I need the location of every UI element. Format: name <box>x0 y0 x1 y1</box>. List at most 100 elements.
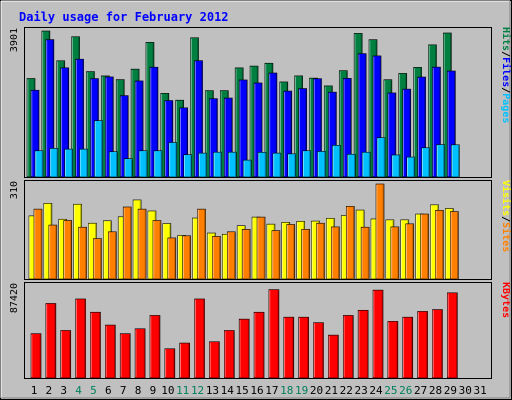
bar-pages-day-13 <box>213 151 222 178</box>
x-tick-label-day-3: 3 <box>60 384 67 397</box>
x-tick-label-day-25: 25 <box>384 384 397 397</box>
bar-pages-day-15 <box>242 159 252 178</box>
x-tick-label-day-27: 27 <box>414 384 427 397</box>
bar-sites-day-24 <box>375 183 385 280</box>
bar-kbytes-day-20 <box>313 322 324 379</box>
bar-kbytes-day-13 <box>209 341 220 379</box>
bar-sites-day-3 <box>63 220 73 280</box>
bar-sites-day-20 <box>316 222 325 280</box>
panel-legend: KBytes <box>500 282 511 318</box>
bar-kbytes-day-25 <box>387 321 399 379</box>
bar-pages-day-24 <box>376 137 386 178</box>
bar-pages-day-23 <box>361 151 371 178</box>
bar-sites-day-6 <box>108 231 117 280</box>
x-tick-label-day-17: 17 <box>265 384 278 397</box>
x-tick-label-day-12: 12 <box>191 384 204 397</box>
x-tick-label-day-31: 31 <box>473 384 486 397</box>
bar-pages-day-16 <box>257 152 267 178</box>
bar-sites-day-22 <box>345 206 355 280</box>
x-tick-label-day-24: 24 <box>369 384 383 397</box>
bar-sites-day-28 <box>435 210 444 280</box>
bar-pages-day-11 <box>183 154 192 178</box>
bar-sites-day-4 <box>78 226 87 280</box>
panel-visits-sites: 310 Visits/Sites <box>9 180 512 280</box>
x-tick-label-day-23: 23 <box>355 384 368 397</box>
x-tick-label-day-30: 30 <box>459 384 472 397</box>
x-tick-label-day-9: 9 <box>150 384 157 397</box>
x-tick-label-day-21: 21 <box>325 384 338 397</box>
legend-entry: KBytes <box>500 282 511 318</box>
bar-kbytes-day-14 <box>224 330 235 379</box>
bar-sites-day-12 <box>197 208 206 280</box>
x-tick-label-day-6: 6 <box>105 384 112 397</box>
panel-kbytes: 87420 KBytes <box>9 282 511 379</box>
bar-sites-day-17 <box>271 230 281 280</box>
bar-pages-day-17 <box>272 152 282 178</box>
y-axis-max-label: 310 <box>9 181 20 199</box>
bar-kbytes-day-28 <box>432 309 443 379</box>
bar-kbytes-day-4 <box>75 298 86 379</box>
bar-kbytes-day-27 <box>417 311 428 379</box>
y-axis-max-label: 87420 <box>9 283 20 313</box>
series-pages <box>34 120 460 178</box>
x-tick-label-day-8: 8 <box>135 384 142 397</box>
bar-pages-day-4 <box>79 148 88 178</box>
bar-kbytes-day-21 <box>328 334 339 379</box>
bar-sites-day-8 <box>137 208 147 280</box>
bar-sites-day-1 <box>33 208 43 280</box>
x-tick-label-day-18: 18 <box>280 384 293 397</box>
bar-sites-day-21 <box>331 226 340 280</box>
x-tick-label-day-26: 26 <box>399 384 412 397</box>
legend-entry: Hits <box>500 27 512 51</box>
x-tick-label-day-5: 5 <box>90 384 97 397</box>
bar-kbytes-day-11 <box>179 342 190 379</box>
bar-kbytes-day-29 <box>447 292 458 379</box>
series-sites <box>33 183 459 280</box>
legend-entry: / <box>500 87 511 93</box>
x-tick-label-day-7: 7 <box>120 384 127 397</box>
bar-pages-day-26 <box>406 156 416 178</box>
bar-sites-day-19 <box>301 229 310 280</box>
bar-pages-day-25 <box>391 154 401 178</box>
bar-pages-day-29 <box>451 144 460 178</box>
bar-sites-day-23 <box>360 226 370 280</box>
x-tick-label-day-28: 28 <box>429 384 442 397</box>
bar-pages-day-6 <box>109 151 118 178</box>
bar-kbytes-day-8 <box>134 328 146 379</box>
bar-sites-day-29 <box>450 211 459 280</box>
bar-sites-day-5 <box>93 238 102 280</box>
y-axis-max-label: 3901 <box>9 28 20 52</box>
bar-kbytes-day-7 <box>119 333 131 379</box>
x-tick-label-day-2: 2 <box>46 384 53 397</box>
bar-kbytes-day-19 <box>298 316 309 379</box>
bar-pages-day-19 <box>302 150 311 178</box>
bar-kbytes-day-1 <box>30 333 42 379</box>
bar-kbytes-day-9 <box>149 315 161 379</box>
bar-sites-day-18 <box>286 224 296 280</box>
legend-entry: Sites <box>500 222 512 252</box>
bar-pages-day-28 <box>436 144 445 178</box>
bar-pages-day-9 <box>153 150 163 178</box>
x-tick-label-day-29: 29 <box>444 384 457 397</box>
bar-kbytes-day-18 <box>283 316 295 379</box>
bar-pages-day-10 <box>168 142 178 178</box>
bar-pages-day-21 <box>332 144 341 178</box>
x-tick-label-day-14: 14 <box>221 384 235 397</box>
bar-pages-day-3 <box>64 148 74 178</box>
bar-sites-day-10 <box>167 237 177 280</box>
x-tick-label-day-16: 16 <box>250 384 263 397</box>
bar-kbytes-day-17 <box>268 289 280 379</box>
bar-pages-day-8 <box>138 150 148 178</box>
x-axis-tick-labels: 1 2 3 4 5 6 7 8 9 10 11 12 13 14 15 16 17 18 19 20 21 22 23 24 2… <box>31 384 487 397</box>
series-kbytes <box>30 289 458 379</box>
bar-sites-day-25 <box>390 226 400 280</box>
bar-pages-day-7 <box>123 158 133 178</box>
bar-kbytes-day-12 <box>194 298 205 379</box>
bar-kbytes-day-23 <box>357 309 369 379</box>
bar-pages-day-22 <box>346 153 356 178</box>
legend-entry: Files <box>500 57 512 87</box>
bar-kbytes-day-2 <box>45 303 57 379</box>
bar-pages-day-20 <box>317 151 326 178</box>
